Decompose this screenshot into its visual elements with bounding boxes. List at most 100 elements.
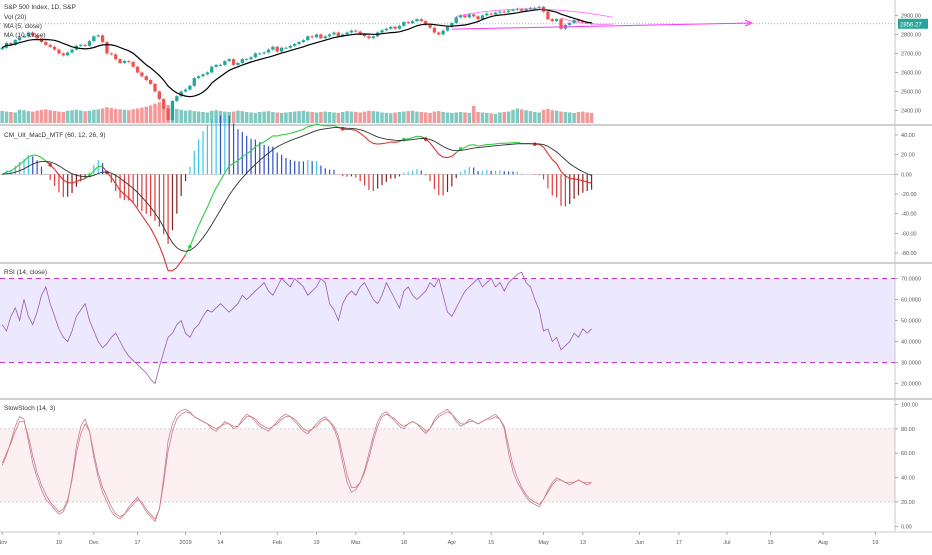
macd-histogram-bar <box>45 174 46 175</box>
candle-body <box>83 45 86 46</box>
macd-line-segment <box>177 261 181 267</box>
macd-histogram-bar <box>543 174 544 179</box>
chart-title[interactable]: S&P 500 Index, 1D, S&P <box>4 4 76 11</box>
volume-bar <box>354 112 357 123</box>
macd-line-segment <box>404 139 408 140</box>
macd-histogram-bar <box>198 139 199 174</box>
macd-line-segment <box>386 142 390 143</box>
macd-line-segment <box>321 125 325 126</box>
candle-body <box>249 57 252 59</box>
macd-pane-label[interactable]: CM_Ult_MacD_MTF (60, 12, 26, 9) <box>4 132 106 139</box>
volume-bar <box>468 113 471 123</box>
candle-body <box>463 15 466 17</box>
macd-histogram-bar <box>246 136 247 175</box>
axis-tick-label: -60.00 <box>901 231 917 237</box>
macd-line-segment <box>194 226 198 236</box>
macd-histogram-bar <box>146 174 147 214</box>
axis-tick-label: 20.0000 <box>901 382 921 388</box>
macd-histogram-bar <box>333 170 334 174</box>
macd-line-segment <box>138 209 142 215</box>
macd-line-segment <box>517 142 521 143</box>
stoch-pane-label[interactable]: SlowStoch (14, 3) <box>4 405 55 412</box>
volume-bar <box>559 112 562 123</box>
candle-body <box>184 90 187 92</box>
macd-histogram-bar <box>272 147 273 175</box>
time-axis-label: 14 <box>217 540 223 546</box>
volume-bar <box>332 112 335 123</box>
macd-histogram-bar <box>565 174 566 206</box>
indicator-ma5-label[interactable]: MA (5, close) <box>4 23 42 30</box>
macd-histogram-bar <box>351 174 352 176</box>
candle-body <box>489 14 492 15</box>
indicator-ma10-label[interactable]: MA (10, close) <box>4 32 46 39</box>
volume-series <box>0 101 593 123</box>
candle-body <box>136 67 139 73</box>
macd-line-segment <box>295 131 299 132</box>
volume-bar <box>463 112 466 123</box>
macd-histogram-bar <box>447 174 448 192</box>
volume-bar <box>441 112 444 123</box>
macd-histogram-bar <box>491 171 492 175</box>
macd-histogram-bar <box>325 168 326 174</box>
volume-bar <box>520 109 523 123</box>
macd-histogram-bar <box>285 158 286 174</box>
macd-line-segment <box>351 129 355 130</box>
candle-body <box>214 65 217 67</box>
macd-histogram-bar <box>451 174 452 186</box>
macd-histogram-bar <box>578 174 579 195</box>
time-axis-label: Nov <box>0 540 7 546</box>
time-axis-label: 2019 <box>179 540 191 546</box>
macd-histogram-bar <box>386 174 387 182</box>
volume-bar <box>424 112 427 123</box>
candle-body <box>407 22 410 23</box>
volume-bar <box>503 112 506 123</box>
candle-body <box>92 36 95 41</box>
indicator-volume-label[interactable]: Vol (20) <box>4 14 26 21</box>
volume-bar <box>385 113 388 123</box>
volume-bar <box>75 110 78 123</box>
macd-histogram-bar <box>281 155 282 174</box>
macd-line-segment <box>94 166 98 170</box>
macd-line-segment <box>491 144 495 145</box>
candle-body <box>293 44 296 46</box>
time-axis-label: May <box>538 540 549 546</box>
axis-tick-label: 40.00 <box>901 476 915 482</box>
candle-body <box>380 30 383 32</box>
candle-body <box>420 19 423 21</box>
candle-body <box>219 65 222 66</box>
macd-line-segment <box>229 163 233 166</box>
candle-body <box>393 27 396 29</box>
macd-histogram-bar <box>224 115 225 174</box>
axis-tick-label: 70.0000 <box>901 277 921 283</box>
volume-bar <box>306 112 309 123</box>
macd-line-segment <box>238 157 242 161</box>
volume-bar <box>358 112 361 123</box>
macd-line-segment <box>133 203 137 209</box>
volume-bar <box>153 104 156 123</box>
volume-bar <box>267 111 270 123</box>
macd-histogram-bar <box>412 171 413 175</box>
volume-bar <box>297 111 300 123</box>
rsi-pane-label[interactable]: RSI (14, close) <box>4 269 47 276</box>
candle-body <box>310 36 313 37</box>
candle-body <box>485 14 488 16</box>
time-axis-label: 19 <box>56 540 62 546</box>
macd-line-segment <box>63 180 67 183</box>
volume-bar <box>476 112 479 123</box>
volume-bar <box>398 112 401 123</box>
macd-histogram-bar <box>194 151 195 174</box>
macd-histogram-bar <box>373 174 374 191</box>
candle-body <box>428 25 431 28</box>
macd-line-segment <box>290 132 294 133</box>
time-axis-label: 13 <box>580 540 586 546</box>
volume-bar <box>529 111 532 123</box>
macd-line-segment <box>269 136 273 139</box>
time-axis-label: Dec <box>89 540 99 546</box>
macd-histogram-bar <box>167 174 168 244</box>
macd-line-segment <box>574 179 578 180</box>
macd-histogram-bar <box>54 174 55 186</box>
macd-line-segment <box>15 164 19 168</box>
macd-line-segment <box>474 145 478 146</box>
macd-histogram-bar <box>473 168 474 175</box>
